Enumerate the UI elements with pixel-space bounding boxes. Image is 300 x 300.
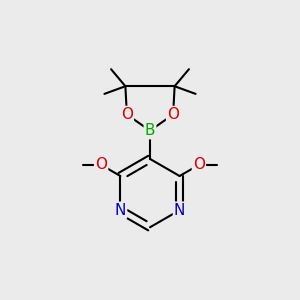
Text: B: B <box>145 123 155 138</box>
Text: O: O <box>167 107 179 122</box>
Text: N: N <box>174 203 185 218</box>
Text: N: N <box>115 203 126 218</box>
Text: O: O <box>121 107 133 122</box>
Text: O: O <box>95 158 107 172</box>
Text: O: O <box>193 158 205 172</box>
